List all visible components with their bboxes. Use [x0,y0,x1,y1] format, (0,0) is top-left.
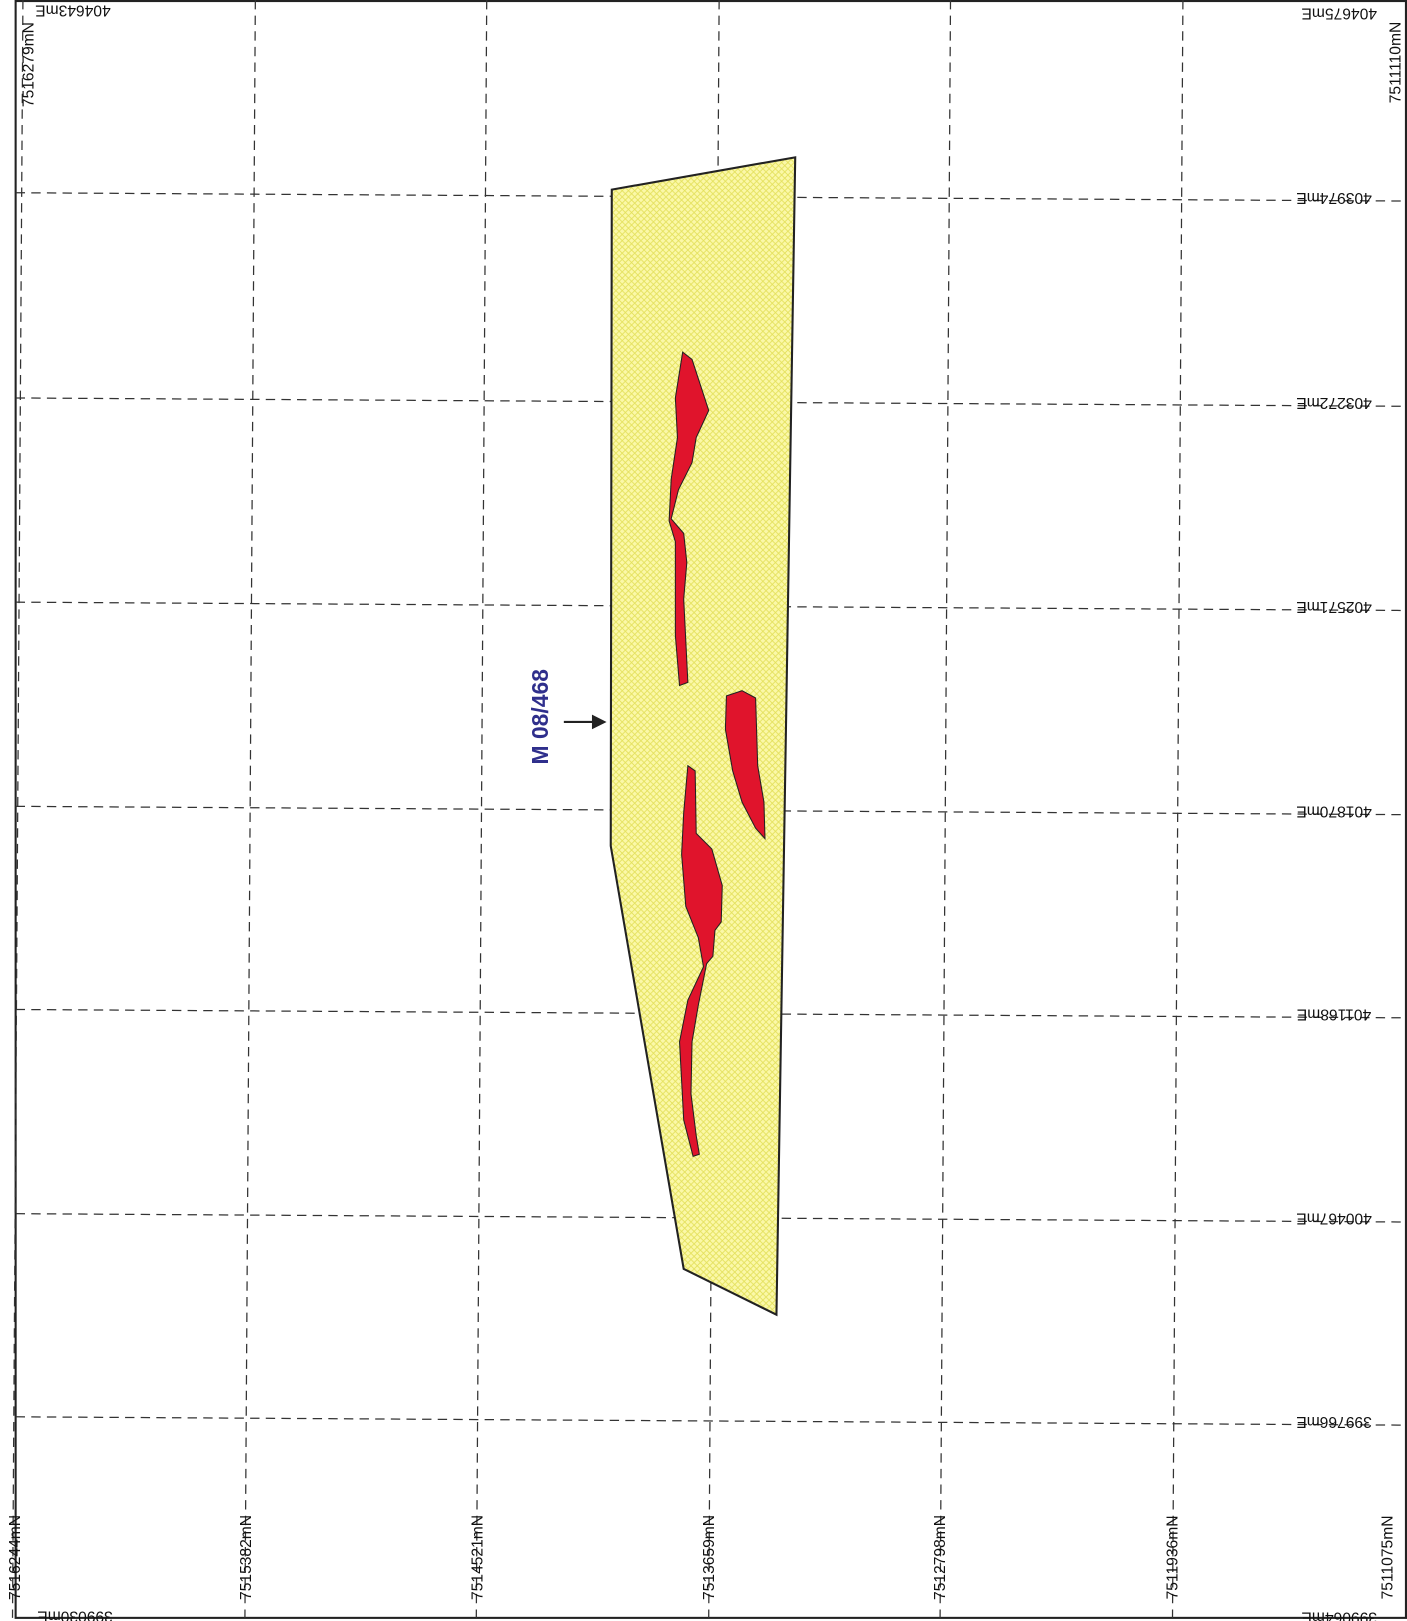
easting-label: 401870mE [1296,802,1372,819]
northing-label: 7511936mN [1165,1516,1182,1600]
corner-label: 399030mE [37,1608,113,1621]
arrow [563,714,607,730]
grid-line [11,0,24,1618]
grid-line [475,0,488,1618]
ore-body [668,351,710,687]
corner-label: 399064mE [1301,1609,1377,1621]
easting-label: 403272mE [1296,394,1372,411]
easting-label: 400467mE [1296,1210,1372,1227]
ore-bodies [668,351,766,1158]
easting-label: 401168mE [1297,1006,1371,1023]
northing-label: 7512798mN [932,1515,949,1600]
easting-label: 402571mE [1296,598,1372,615]
northing-label: 7516244mN [7,1515,24,1600]
northing-label: 7514521mN [470,1515,487,1600]
easting-label: 403974mE [1296,189,1372,206]
northing-label: 7515382mN [238,1515,255,1600]
ore-body [724,690,766,841]
easting-label: 399766mE [1296,1413,1372,1430]
grid-line [939,0,952,1618]
ore-body [679,764,723,1158]
corner-label: 7511110mN [1388,22,1405,104]
grid-line [15,1416,1406,1426]
labels: 403974mE 403272mE 402571mE 401870mE 401168mE… [7,1,1405,1621]
tenement-boundary [609,156,797,1317]
corner-label: 7516279mN [20,22,37,107]
tenement-label: M 08/468 [527,669,553,765]
grid-line [1171,0,1184,1618]
corner-label: 404643mE [35,1,111,18]
map-frame [14,0,1407,1619]
northing-label: 7513659mN [701,1515,718,1600]
northing-label: 7511075mN [1379,1516,1396,1600]
grid-line [244,0,256,1618]
corner-label: 404675mE [1301,4,1377,21]
